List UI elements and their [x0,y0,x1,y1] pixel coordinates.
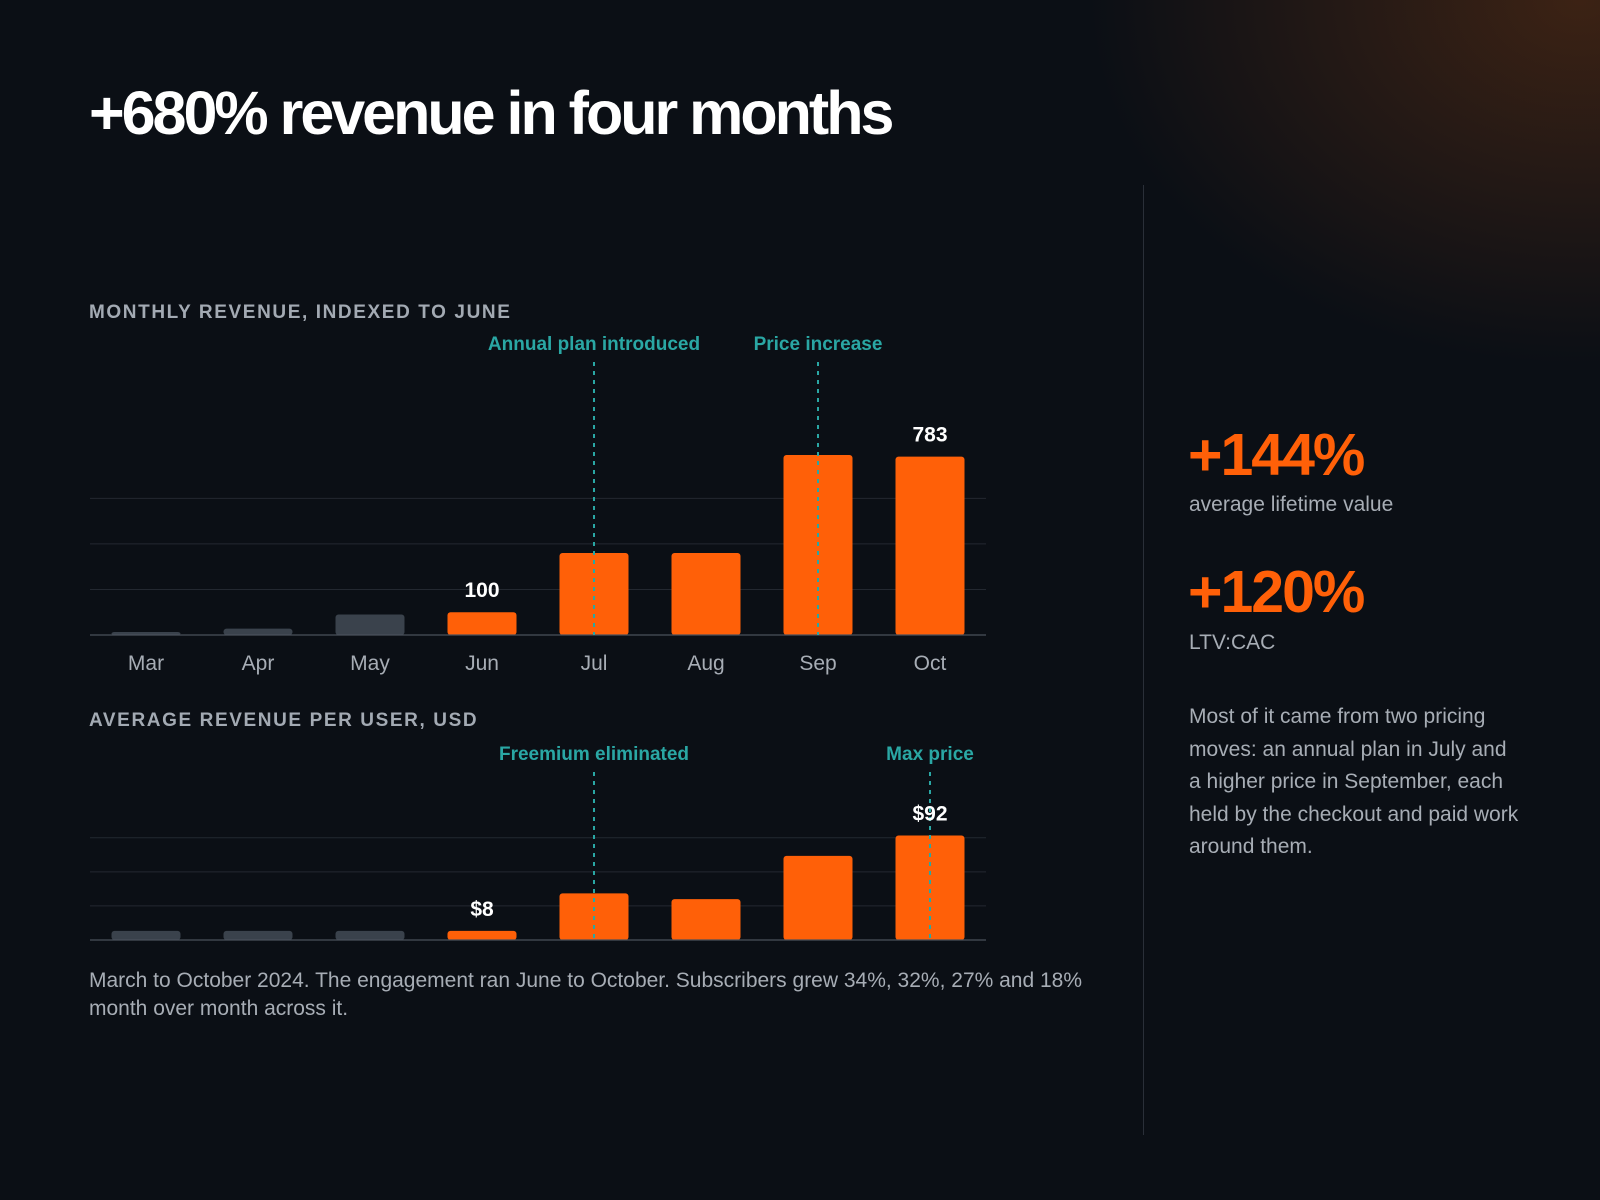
data-label: 100 [464,579,499,602]
bar-apr [223,930,293,940]
annotation-label: Max price [886,744,974,765]
bar-jun [447,930,517,940]
annotation-label: Price increase [754,334,883,355]
x-tick-label: Jul [581,652,608,675]
arpu-chart: Freemium eliminated Max price $8 $92 [90,744,986,941]
bar-sep [783,855,853,940]
bar-jun [447,612,517,635]
data-label: 783 [912,424,947,447]
x-tick-label: Sep [799,652,836,675]
annotation-label: Freemium eliminated [499,744,689,765]
chart-caption: March to October 2024. The engagement ra… [89,969,1083,1020]
x-tick-label: Apr [242,652,275,675]
bar-may [335,614,405,635]
bar-oct [895,456,965,635]
monthly-revenue-chart: Annual plan introduced Price increase 100 7… [90,334,986,675]
bar-jul [559,553,629,635]
headline: +680% revenue in four months [89,79,894,147]
bar-may [335,930,405,940]
x-tick-label: Aug [687,652,724,675]
annotation-label: Annual plan introduced [488,334,700,355]
bar-aug [671,553,741,635]
x-tick-label: Mar [128,652,164,675]
x-tick-label: May [350,652,390,675]
data-label: $92 [912,802,947,825]
stat-ltv-label: average lifetime value [1189,493,1394,516]
bar-aug [671,899,741,940]
summary-text: Most of it came from two pricing moves: … [1189,705,1519,858]
bar-mar [111,632,181,635]
bar-apr [223,628,293,635]
bar-oct [895,835,965,940]
stat-ltvcac-value: +120% [1188,559,1365,625]
stat-ltv-value: +144% [1188,422,1365,488]
chart2-title: AVERAGE REVENUE PER USER, USD [89,710,479,731]
chart1-title: MONTHLY REVENUE, INDEXED TO JUNE [89,302,512,323]
vertical-divider [1143,185,1144,1135]
x-tick-label: Jun [465,652,499,675]
data-label: $8 [470,898,494,921]
stat-ltvcac-label: LTV:CAC [1189,631,1276,654]
x-tick-label: Oct [914,652,947,675]
bar-mar [111,930,181,940]
